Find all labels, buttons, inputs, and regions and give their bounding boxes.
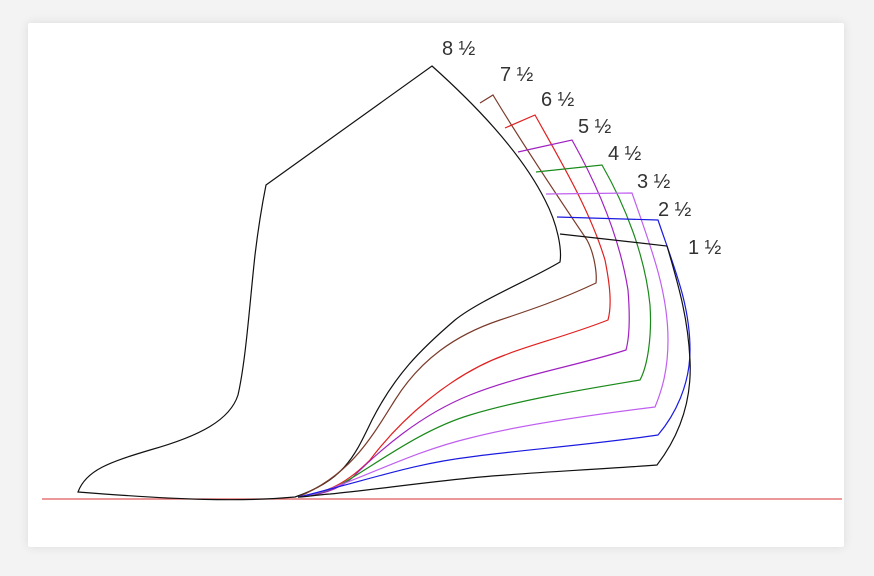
- size-label-6-5: 6 ½: [541, 89, 575, 111]
- size-label-5-5: 5 ½: [578, 116, 612, 138]
- size-label-3-5: 3 ½: [637, 171, 671, 193]
- size-label-2-5: 2 ½: [658, 199, 692, 221]
- shoe-outline-6-5: [297, 114, 611, 498]
- size-label-1-5: 1 ½: [688, 237, 722, 259]
- size-label-8-5: 8 ½: [442, 38, 476, 60]
- diagram-card: [28, 23, 844, 547]
- size-label-7-5: 7 ½: [500, 64, 534, 86]
- shoe-outline-7-5: [297, 94, 597, 498]
- shoe-outline-2-5: [297, 216, 691, 498]
- shoe-outline-8-5: [77, 65, 562, 501]
- shoe-outline-4-5: [297, 164, 652, 498]
- shoe-outline-1-5: [297, 233, 691, 498]
- size-label-4-5: 4 ½: [608, 143, 642, 165]
- shoe-outline-3-5: [297, 192, 669, 498]
